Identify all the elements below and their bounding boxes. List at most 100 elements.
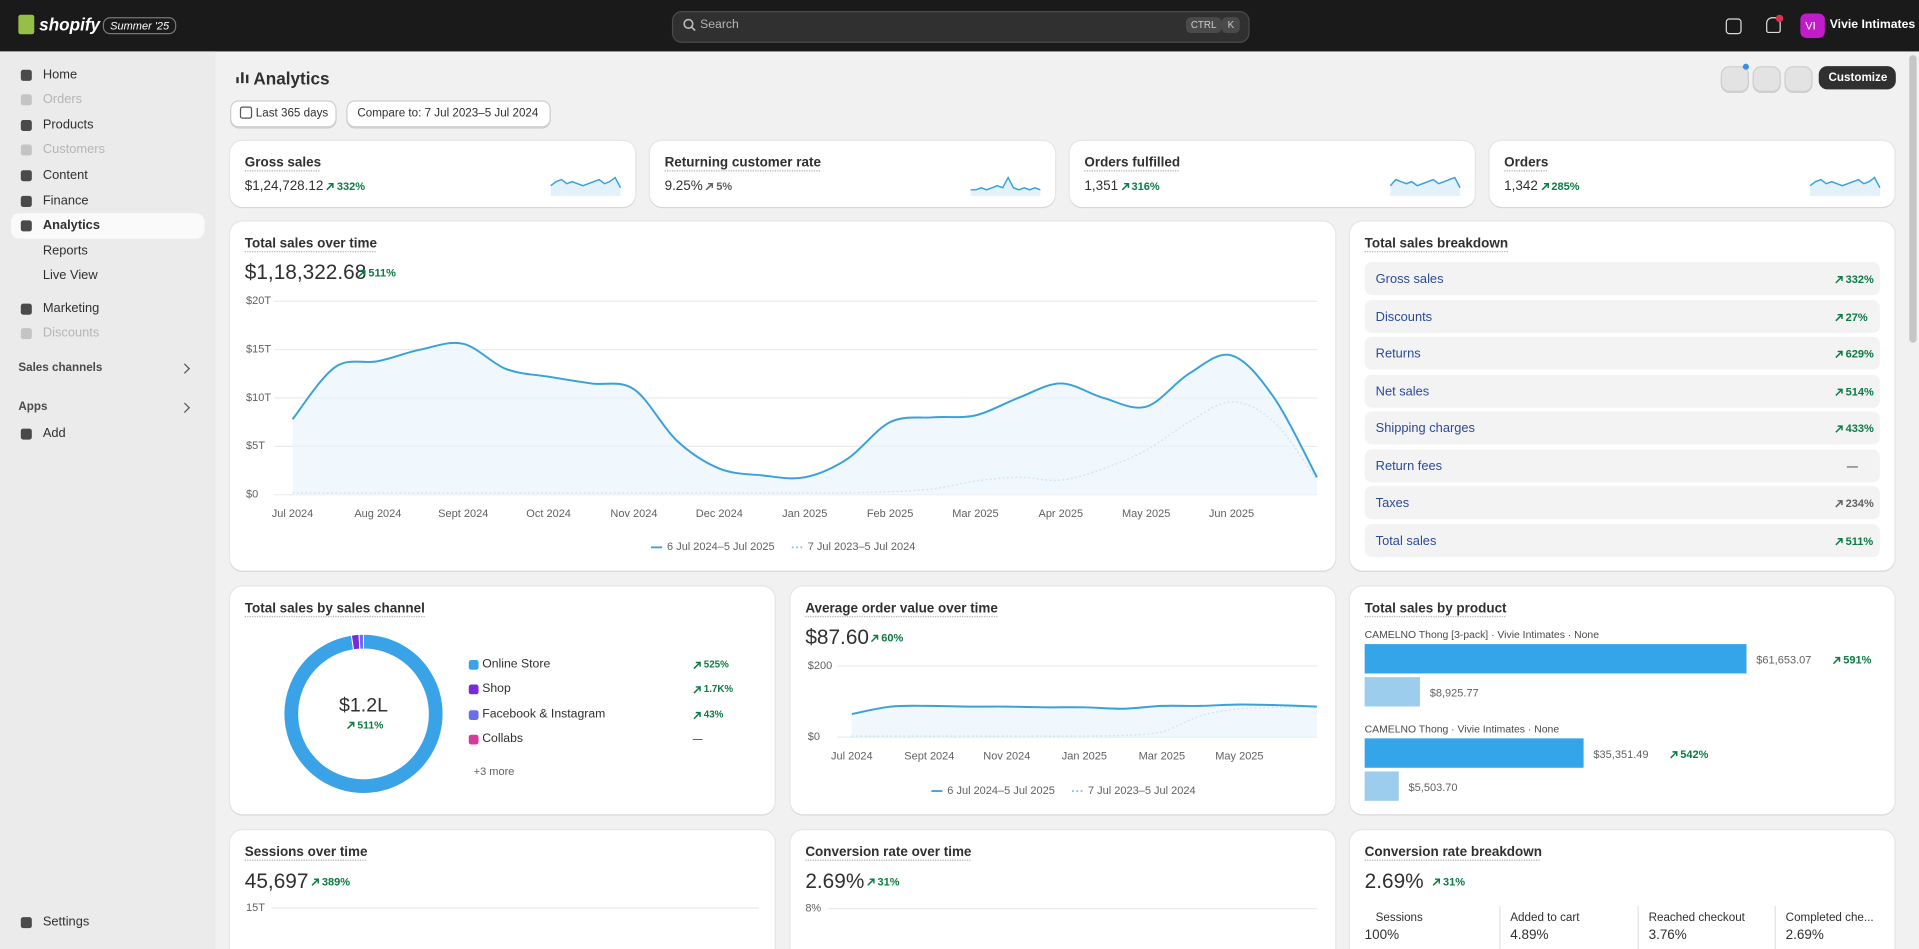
avatar-initials: VI (1805, 19, 1816, 32)
legend-swatch (468, 660, 479, 670)
card (1349, 586, 1895, 815)
store-name[interactable]: Vivie Intimates (1829, 18, 1916, 32)
card (1069, 140, 1475, 207)
nav-item[interactable]: Sales channels (18, 361, 103, 375)
nav-item[interactable]: Content (42, 167, 88, 183)
breakdown-row (1364, 523, 1880, 557)
nav-icon (20, 170, 32, 182)
nav-item[interactable]: Analytics (42, 217, 100, 233)
change: 511% (1845, 534, 1874, 547)
row-label[interactable]: Total sales (1375, 533, 1437, 548)
nav-item[interactable]: Live View (42, 268, 98, 283)
step-value: 4.89% (1510, 928, 1549, 943)
change: 542% (1680, 748, 1709, 761)
compare-button[interactable] (346, 100, 551, 128)
nav-item[interactable]: Add (42, 426, 66, 441)
nav-item[interactable]: Marketing (42, 301, 100, 316)
nav-item[interactable]: Apps (18, 400, 48, 414)
date-range: Last 365 days (255, 106, 329, 121)
breakdown-row (1364, 299, 1880, 333)
calendar-icon (239, 106, 253, 119)
nav-item: Orders (42, 91, 83, 107)
store-icon[interactable] (1725, 18, 1742, 35)
card-title: Total sales breakdown (1364, 236, 1509, 252)
avatar[interactable] (1800, 13, 1825, 38)
nav-item[interactable]: Settings (42, 914, 90, 930)
bell-icon[interactable] (1766, 17, 1781, 34)
nav-active (11, 213, 205, 239)
change: 332% (336, 180, 366, 193)
row-label[interactable]: Gross sales (1375, 271, 1444, 287)
breakdown-row (1364, 374, 1880, 408)
brand: shopify (39, 14, 101, 35)
row-label[interactable]: Returns (1375, 346, 1421, 362)
icon-button[interactable] (1720, 66, 1749, 92)
trend-arrow (1669, 751, 1678, 759)
row-label[interactable]: Net sales (1375, 383, 1430, 399)
card (230, 830, 775, 949)
badge: Summer '25 (102, 17, 177, 35)
sidebar (0, 51, 216, 949)
change: 27% (1845, 310, 1868, 323)
change: 629% (1845, 347, 1874, 361)
change: 31% (1442, 875, 1466, 888)
customize-button[interactable] (1818, 66, 1896, 90)
row-label[interactable]: Shipping charges (1375, 421, 1475, 436)
customize-label: Customize (1828, 71, 1888, 85)
step-value: 100% (1364, 928, 1400, 943)
icon-button[interactable] (1752, 66, 1781, 92)
breakdown-row (1364, 486, 1880, 520)
nav-item[interactable]: Finance (42, 193, 89, 209)
trend-arrow (1835, 388, 1843, 396)
legend-label: Facebook & Instagram (482, 707, 606, 721)
row-label[interactable]: Return fees (1375, 458, 1443, 474)
step-label: Sessions (1375, 911, 1423, 925)
kpi-value: $1,24,728.12 (244, 178, 324, 194)
legend-label: Shop (482, 682, 511, 696)
trend-arrow (867, 878, 875, 886)
change: 514% (1845, 385, 1874, 398)
card-title: Conversion rate over time (805, 844, 972, 860)
breakdown-row (1364, 336, 1880, 370)
trend-arrow (1835, 425, 1843, 433)
metric-value: 2.69% (1364, 869, 1424, 893)
metric-value: 2.69% (805, 869, 865, 893)
metric-value: 45,697 (244, 869, 309, 893)
change: 31% (877, 875, 900, 888)
icon-button[interactable] (1784, 66, 1813, 92)
product-name: CAMELNO Thong · Vivie Intimates · None (1364, 722, 1560, 735)
card-title: Sessions over time (244, 844, 368, 860)
nav-item[interactable]: Reports (42, 243, 88, 259)
search-icon (683, 18, 696, 32)
nav-item[interactable]: Home (42, 67, 78, 83)
change: 60% (881, 631, 904, 645)
card (649, 140, 1056, 207)
step-divider (1637, 906, 1639, 949)
search-box[interactable] (671, 11, 1250, 43)
trend-arrow (1835, 350, 1843, 359)
row-label[interactable]: Discounts (1375, 309, 1433, 324)
row-label[interactable]: Taxes (1375, 495, 1410, 511)
analytics-icon (236, 72, 249, 84)
nav-item[interactable]: Products (42, 117, 94, 133)
trend-arrow (1835, 276, 1843, 284)
card (790, 586, 1336, 815)
new-dot (1742, 63, 1749, 70)
bar-label: $35,351.49 (1593, 748, 1649, 761)
date-range-button[interactable] (230, 100, 337, 128)
product-name: CAMELNO Thong [3-pack] · Vivie Intimates… (1364, 628, 1600, 641)
nav-item: Customers (42, 142, 105, 157)
change: 1.7K% (703, 683, 734, 695)
card-title: Conversion rate breakdown (1364, 844, 1542, 860)
legend-swatch (468, 684, 479, 695)
more-link[interactable]: +3 more (473, 765, 515, 778)
nav-icon (20, 220, 32, 232)
change: 5% (716, 180, 733, 193)
trend-arrow (1432, 878, 1441, 886)
card (230, 586, 775, 815)
bar-label: $5,503.70 (1408, 781, 1458, 794)
change: 285% (1551, 180, 1580, 193)
trend-arrow (705, 182, 714, 191)
step-divider (1499, 906, 1501, 949)
